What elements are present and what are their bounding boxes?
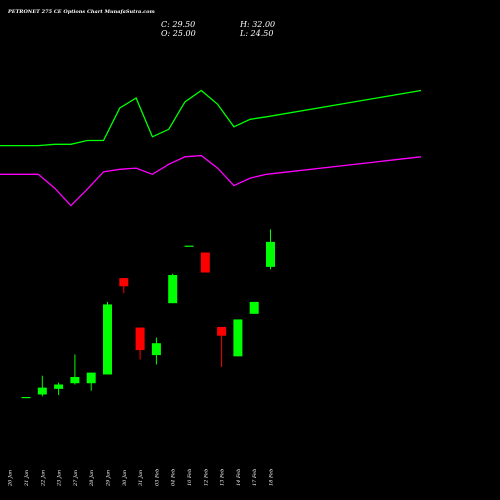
candle bbox=[86, 372, 96, 391]
candle-body bbox=[266, 241, 275, 267]
candle bbox=[266, 229, 275, 270]
candle bbox=[249, 301, 259, 314]
candle bbox=[21, 396, 31, 399]
close-readout: C: 29.50 bbox=[161, 20, 196, 29]
date-label: 10 Feb bbox=[187, 469, 193, 486]
candle-body bbox=[21, 396, 31, 399]
low-readout: L: 24.50 bbox=[240, 29, 274, 38]
date-label: 03 Feb bbox=[154, 469, 160, 486]
date-label: 27 Jan bbox=[73, 470, 79, 487]
date-label: 28 Jan bbox=[89, 470, 95, 487]
candle-body bbox=[37, 387, 47, 395]
candle bbox=[135, 327, 145, 360]
candle-body bbox=[135, 327, 145, 351]
candle-body bbox=[184, 245, 194, 247]
candle bbox=[151, 337, 161, 365]
indicator-lines bbox=[0, 89, 422, 207]
candle bbox=[184, 245, 194, 247]
date-label: 12 Feb bbox=[203, 469, 209, 486]
date-labels: 20 Jan 21 Jan 22 Jan 23 Jan 27 Jan 28 Jan 29 J… bbox=[8, 469, 275, 487]
candle-body bbox=[103, 304, 112, 375]
date-label: 30 Jan bbox=[122, 470, 128, 486]
high-readout: H: 32.00 bbox=[240, 20, 276, 29]
candle-body bbox=[200, 252, 210, 273]
candle bbox=[70, 354, 80, 385]
candle bbox=[54, 382, 64, 396]
chart-title: PETRONET 275 CE Options Chart MunafaSutr… bbox=[8, 9, 155, 15]
indicator-line-2 bbox=[0, 154, 422, 207]
open-readout: O: 25.00 bbox=[161, 29, 196, 38]
date-label: 13 Feb bbox=[220, 469, 226, 486]
date-label: 18 Feb bbox=[269, 469, 275, 486]
candle-body bbox=[86, 372, 96, 384]
date-label: 23 Jan bbox=[57, 470, 63, 487]
candle-body bbox=[54, 384, 64, 389]
candle bbox=[37, 375, 47, 397]
candle bbox=[233, 319, 243, 357]
date-label: 31 Jan bbox=[138, 470, 144, 486]
candle bbox=[168, 273, 178, 304]
indicator-line-1 bbox=[0, 89, 422, 147]
candle-body bbox=[70, 376, 80, 384]
candle bbox=[217, 326, 227, 367]
candle-body bbox=[249, 301, 259, 314]
date-label: 29 Jan bbox=[106, 470, 112, 487]
date-label: 04 Feb bbox=[171, 469, 177, 486]
candle-body bbox=[151, 343, 161, 356]
candle bbox=[103, 301, 112, 375]
candle bbox=[119, 278, 129, 294]
candle-body bbox=[119, 278, 129, 287]
candle-body bbox=[233, 319, 243, 357]
date-label: 17 Feb bbox=[252, 469, 258, 486]
date-label: 22 Jan bbox=[40, 470, 46, 487]
candles bbox=[21, 229, 275, 399]
candle-body bbox=[217, 326, 227, 336]
date-label: 21 Jan bbox=[24, 470, 30, 487]
date-label: 20 Jan bbox=[8, 470, 14, 487]
candle bbox=[200, 252, 210, 273]
candle-body bbox=[168, 275, 178, 304]
date-label: 14 Feb bbox=[236, 469, 242, 486]
